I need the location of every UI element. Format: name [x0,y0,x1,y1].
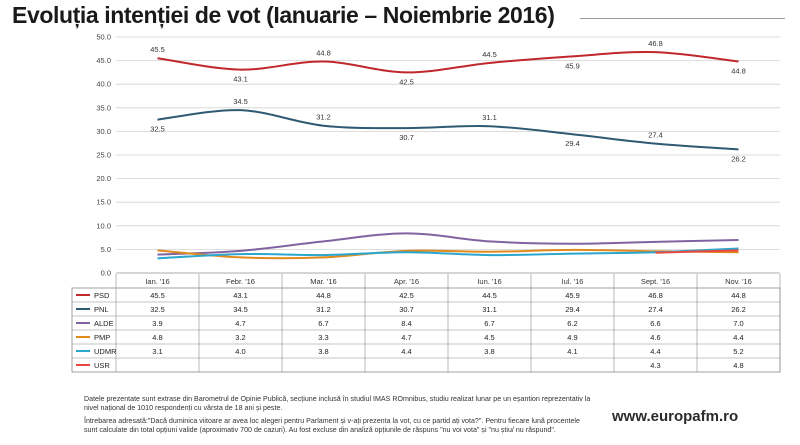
x-tick-label: Mar. '16 [310,277,336,286]
plot-area: 0.0 5.0 10.0 15.0 20.0 25.0 30.0 35.0 40.0 45.0 50… [96,33,780,286]
table-cell: 32.5 [150,305,165,314]
series-line-pnl [157,109,739,151]
table-cell: 46.8 [648,291,663,300]
y-tick-label: 15.0 [96,198,111,207]
series-line-pmp [157,248,739,260]
data-label: 29.4 [565,139,580,148]
table-cell: 3.2 [235,333,245,342]
table-cell: 31.1 [482,305,497,314]
table-cell: 4.5 [484,333,494,342]
table-cell: 4.9 [567,333,577,342]
data-table: PSD 45.5 43.1 44.8 42.5 44.5 45.9 46.8 44.8 PNL 32… [71,274,781,373]
data-label: 45.9 [565,61,580,70]
legend-label-pmp: PMP [94,333,110,342]
table-cell: 4.6 [650,333,660,342]
footnote-methodology: Datele prezentate sunt extrase din Barom… [84,395,591,412]
legend-label-alde: ALDE [94,319,114,328]
table-cell: 3.9 [152,319,162,328]
table-cell: 44.8 [731,291,746,300]
y-tick-label: 45.0 [96,56,111,65]
data-label: 46.8 [648,39,663,48]
table-cell: 27.4 [648,305,663,314]
data-label: 44.8 [731,67,746,76]
table-cell: 45.9 [565,291,580,300]
data-label: 30.7 [399,133,414,142]
table-cell: 3.1 [152,347,162,356]
table-cell: 4.3 [650,361,660,370]
x-tick-label: Apr. '16 [394,277,419,286]
data-label: 44.8 [316,49,331,58]
table-cell: 30.7 [399,305,414,314]
y-tick-label: 50.0 [96,33,111,42]
title-rule [580,18,785,19]
table-cell: 4.8 [733,361,743,370]
series-line-usr [655,249,739,254]
line-chart: 0.0 5.0 10.0 15.0 20.0 25.0 30.0 35.0 40.0 45.0 50… [71,33,781,373]
legend-label-udmr: UDMR [94,347,117,356]
legend-label-pnl: PNL [94,305,109,314]
table-cell: 31.2 [316,305,331,314]
table-cell: 29.4 [565,305,580,314]
table-cell: 34.5 [233,305,248,314]
table-cell: 4.4 [733,333,743,342]
legend-label-usr: USR [94,361,110,370]
data-label: 34.5 [233,97,248,106]
table-cell: 44.5 [482,291,497,300]
source-logo[interactable]: www.europafm.ro [612,408,739,425]
x-tick-label: Iun. '16 [477,277,501,286]
x-tick-label: Nov. '16 [725,277,752,286]
x-tick-label: Ian. '16 [145,277,169,286]
data-label: 26.2 [731,154,746,163]
table-cell: 7.0 [733,319,743,328]
table-cell: 42.5 [399,291,414,300]
y-tick-label: 0.0 [101,269,111,278]
table-cell: 5.2 [733,347,743,356]
data-label: 44.5 [482,50,497,59]
data-label: 42.5 [399,77,414,86]
data-label: 32.5 [150,125,165,134]
table-cell: 4.7 [235,319,245,328]
table-cell: 26.2 [731,305,746,314]
table-cell: 3.8 [484,347,494,356]
table-cell: 6.7 [318,319,328,328]
data-label: 31.2 [316,113,331,122]
table-cell: 4.1 [567,347,577,356]
data-label: 31.1 [482,113,497,122]
y-tick-label: 30.0 [96,127,111,136]
table-cell: 4.4 [650,347,660,356]
table-cell: 45.5 [150,291,165,300]
x-tick-label: Sept. '16 [641,277,670,286]
table-cell: 44.8 [316,291,331,300]
y-tick-label: 20.0 [96,174,111,183]
y-tick-label: 25.0 [96,151,111,160]
legend-label-psd: PSD [94,291,110,300]
chart-title: Evoluția intenției de vot (Ianuarie – No… [12,2,555,28]
y-tick-label: 10.0 [96,221,111,230]
table-cell: 8.4 [401,319,411,328]
table-cell: 6.2 [567,319,577,328]
table-cell: 6.7 [484,319,494,328]
table-cell: 6.6 [650,319,660,328]
table-cell: 4.7 [401,333,411,342]
y-tick-label: 40.0 [96,80,111,89]
series-line-psd [157,50,739,74]
table-cell: 4.4 [401,347,411,356]
data-label: 45.5 [150,45,165,54]
table-cell: 3.3 [318,333,328,342]
series-line-alde [157,232,739,256]
table-cell: 4.0 [235,347,245,356]
table-cell: 43.1 [233,291,248,300]
data-label: 27.4 [648,131,663,140]
series-line-udmr [157,247,739,260]
y-tick-label: 5.0 [101,245,111,254]
table-cell: 3.8 [318,347,328,356]
table-cell: 4.8 [152,333,162,342]
x-tick-label: Febr. '16 [226,277,255,286]
footnote-question: Întrebarea adresată:"Dacă duminica viito… [84,417,580,434]
y-tick-label: 35.0 [96,103,111,112]
x-tick-label: Iul. '16 [562,277,584,286]
data-label: 43.1 [233,75,248,84]
